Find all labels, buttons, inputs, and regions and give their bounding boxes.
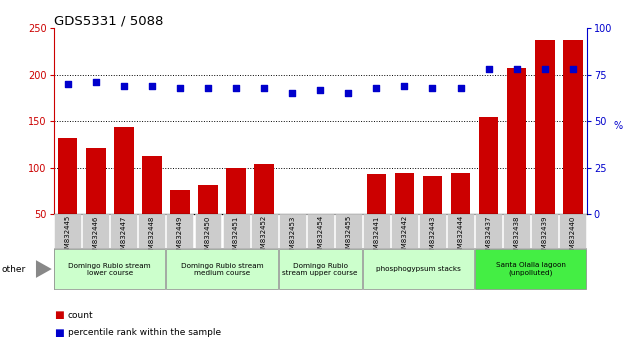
Bar (363, 214, 390, 248)
Point (343, 91, 353, 96)
Bar (58, 138, 78, 261)
Text: GSM832448: GSM832448 (149, 215, 155, 258)
Point (259, 85, 269, 91)
Polygon shape (36, 260, 52, 278)
Text: GSM832441: GSM832441 (374, 215, 379, 258)
Text: GSM832443: GSM832443 (430, 215, 435, 258)
Bar (335, 214, 362, 248)
Bar (54, 214, 81, 248)
Bar (363, 249, 474, 289)
Bar (394, 173, 414, 261)
Bar (170, 190, 190, 261)
Text: percentile rank within the sample: percentile rank within the sample (68, 328, 221, 337)
Bar (447, 214, 474, 248)
Text: Domingo Rubio stream
medium course: Domingo Rubio stream medium course (180, 263, 263, 275)
Bar (307, 214, 334, 248)
Bar (531, 214, 558, 248)
Point (62, 81, 73, 87)
Text: other: other (2, 264, 26, 274)
Bar (451, 173, 470, 261)
Text: Domingo Rubio
stream upper course: Domingo Rubio stream upper course (283, 263, 358, 275)
Text: ■: ■ (54, 328, 63, 338)
Bar (54, 249, 165, 289)
Bar (279, 249, 362, 289)
Text: GSM832455: GSM832455 (345, 215, 351, 257)
Text: GSM832446: GSM832446 (93, 215, 98, 258)
Text: GSM832447: GSM832447 (121, 215, 127, 258)
Bar (507, 68, 526, 261)
Bar (503, 214, 530, 248)
Bar (563, 40, 582, 261)
Text: GSM832453: GSM832453 (289, 215, 295, 258)
Bar (142, 156, 162, 261)
Bar (391, 214, 418, 248)
Point (119, 83, 129, 89)
Bar (367, 174, 386, 261)
Bar (138, 214, 165, 248)
Point (540, 67, 550, 72)
Bar (86, 148, 105, 261)
Text: GSM832452: GSM832452 (261, 215, 267, 257)
Text: count: count (68, 310, 93, 320)
Point (483, 67, 493, 72)
Point (91, 79, 101, 85)
Text: GSM832438: GSM832438 (514, 215, 520, 258)
Text: GSM832445: GSM832445 (64, 215, 71, 257)
Bar (479, 116, 498, 261)
Bar (423, 176, 442, 261)
Point (456, 85, 466, 91)
Point (315, 87, 326, 92)
Y-axis label: %: % (613, 121, 622, 131)
Bar (338, 256, 358, 261)
Text: GSM832439: GSM832439 (542, 215, 548, 258)
Bar (475, 249, 586, 289)
Text: GSM832451: GSM832451 (233, 215, 239, 258)
Point (371, 85, 381, 91)
Point (427, 85, 437, 91)
Bar (110, 214, 138, 248)
Point (231, 85, 241, 91)
Text: phosphogypsum stacks: phosphogypsum stacks (376, 266, 461, 272)
Bar (251, 214, 278, 248)
Point (203, 85, 213, 91)
Text: GSM832442: GSM832442 (401, 215, 408, 257)
Point (568, 67, 578, 72)
Bar (310, 253, 330, 261)
Point (399, 83, 410, 89)
Text: GSM832454: GSM832454 (317, 215, 323, 257)
Bar (223, 214, 249, 248)
Text: GSM832449: GSM832449 (177, 215, 183, 258)
Text: Domingo Rubio stream
lower course: Domingo Rubio stream lower course (68, 263, 151, 275)
Bar (114, 127, 134, 261)
Bar (167, 214, 193, 248)
Text: GSM832437: GSM832437 (486, 215, 492, 258)
Bar (279, 214, 305, 248)
Bar (198, 185, 218, 261)
Text: GSM832440: GSM832440 (570, 215, 576, 258)
Bar (419, 214, 446, 248)
Point (147, 83, 157, 89)
Text: Santa Olalla lagoon
(unpolluted): Santa Olalla lagoon (unpolluted) (496, 262, 565, 276)
Point (512, 67, 522, 72)
Text: GDS5331 / 5088: GDS5331 / 5088 (54, 14, 163, 27)
Bar (194, 214, 221, 248)
Bar (227, 168, 246, 261)
Bar (167, 249, 278, 289)
Point (287, 91, 297, 96)
Bar (535, 40, 555, 261)
Bar (559, 214, 586, 248)
Bar (82, 214, 109, 248)
Text: GSM832450: GSM832450 (205, 215, 211, 258)
Point (175, 85, 185, 91)
Text: GSM832444: GSM832444 (457, 215, 464, 257)
Bar (282, 254, 302, 261)
Bar (475, 214, 502, 248)
Bar (254, 164, 274, 261)
Text: ■: ■ (54, 310, 63, 320)
